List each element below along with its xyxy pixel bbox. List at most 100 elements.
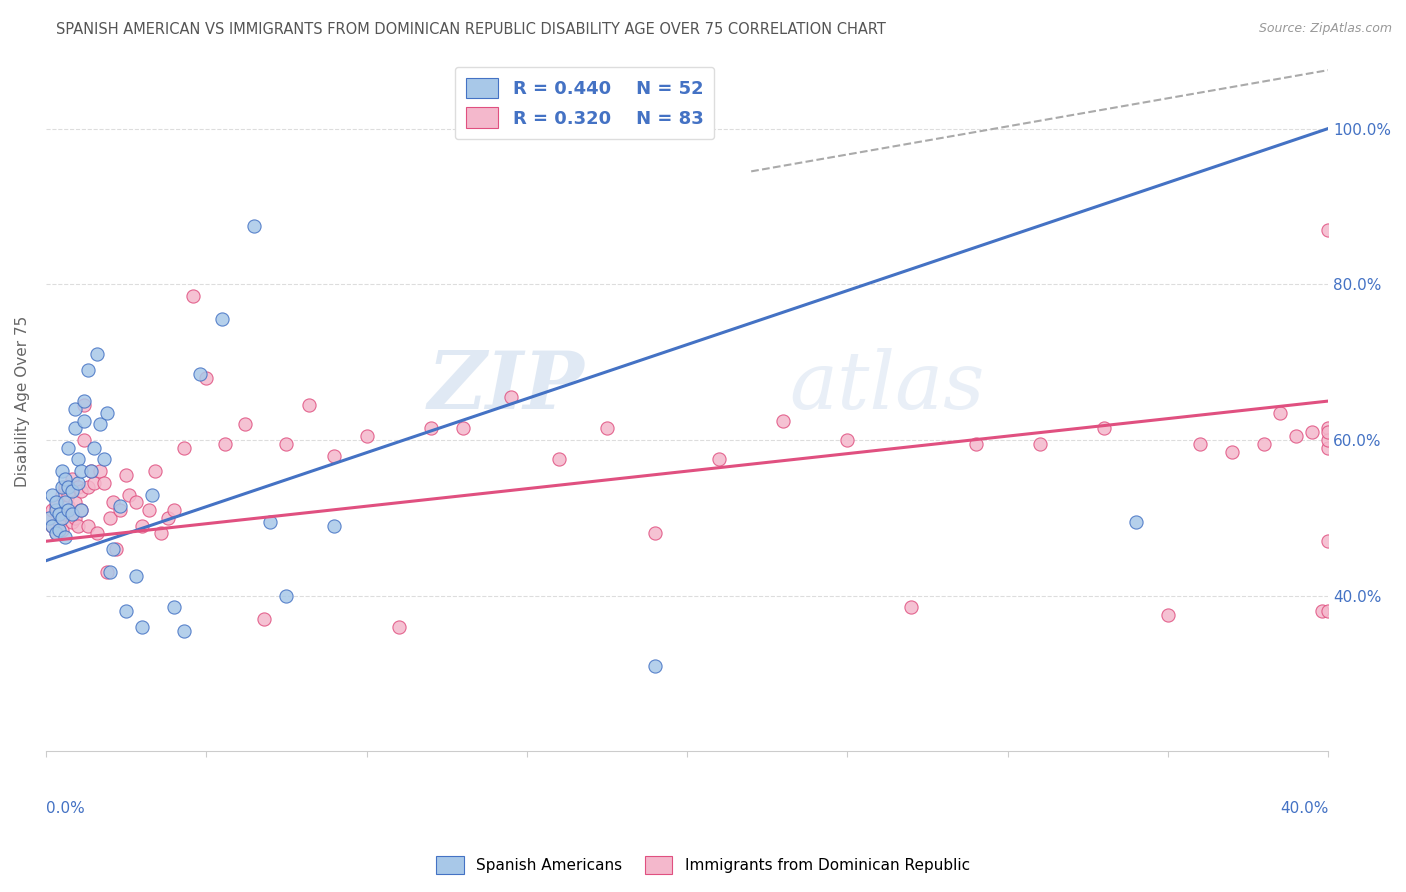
Point: [499, 390, 522, 404]
Point: [48, 523, 70, 537]
Point: [141, 487, 163, 501]
Point: [70, 483, 93, 498]
Point: [76, 518, 98, 533]
Point: [276, 437, 298, 451]
Y-axis label: Disability Age Over 75: Disability Age Over 75: [15, 316, 30, 487]
Point: [131, 518, 153, 533]
Point: [53, 480, 76, 494]
Point: [173, 624, 195, 638]
Point: [45, 495, 67, 509]
Point: [60, 507, 83, 521]
Point: [163, 600, 186, 615]
Point: [63, 495, 86, 509]
Point: [163, 503, 186, 517]
Point: [63, 421, 86, 435]
Point: [53, 507, 76, 521]
Point: [80, 464, 103, 478]
Point: [965, 437, 987, 451]
Point: [183, 289, 205, 303]
Point: [41, 503, 63, 517]
Point: [233, 417, 256, 432]
Point: [1220, 444, 1243, 458]
Point: [86, 347, 108, 361]
Point: [1317, 421, 1340, 435]
Point: [214, 437, 236, 451]
Point: [83, 475, 105, 490]
Point: [108, 503, 131, 517]
Point: [138, 503, 160, 517]
Point: [547, 452, 569, 467]
Point: [89, 417, 111, 432]
Point: [76, 363, 98, 377]
Point: [45, 503, 67, 517]
Point: [58, 503, 80, 517]
Point: [98, 511, 121, 525]
Point: [63, 401, 86, 416]
Point: [108, 499, 131, 513]
Point: [125, 569, 148, 583]
Point: [837, 433, 859, 447]
Point: [115, 468, 138, 483]
Point: [70, 464, 93, 478]
Point: [60, 515, 83, 529]
Point: [60, 483, 83, 498]
Point: [53, 472, 76, 486]
Point: [51, 511, 73, 525]
Point: [48, 515, 70, 529]
Point: [98, 566, 121, 580]
Point: [48, 507, 70, 521]
Point: [93, 475, 115, 490]
Point: [1285, 429, 1308, 443]
Text: 40.0%: 40.0%: [1279, 800, 1329, 815]
Point: [150, 526, 173, 541]
Point: [96, 406, 118, 420]
Point: [58, 499, 80, 513]
Text: 0.0%: 0.0%: [46, 800, 84, 815]
Point: [70, 503, 93, 517]
Point: [45, 499, 67, 513]
Point: [103, 495, 125, 509]
Point: [188, 367, 211, 381]
Point: [73, 413, 96, 427]
Point: [105, 542, 128, 557]
Point: [66, 518, 89, 533]
Point: [1317, 223, 1340, 237]
Point: [1317, 433, 1340, 447]
Point: [53, 495, 76, 509]
Point: [76, 480, 98, 494]
Point: [772, 413, 794, 427]
Point: [51, 480, 73, 494]
Point: [96, 566, 118, 580]
Point: [73, 398, 96, 412]
Point: [73, 433, 96, 447]
Text: ZIP: ZIP: [427, 348, 585, 425]
Point: [276, 589, 298, 603]
Point: [41, 518, 63, 533]
Point: [1157, 608, 1180, 623]
Point: [45, 526, 67, 541]
Point: [58, 480, 80, 494]
Point: [38, 511, 60, 525]
Point: [53, 530, 76, 544]
Legend: R = 0.440    N = 52, R = 0.320    N = 83: R = 0.440 N = 52, R = 0.320 N = 83: [454, 67, 714, 139]
Point: [48, 507, 70, 521]
Point: [45, 526, 67, 541]
Point: [259, 515, 281, 529]
Point: [419, 421, 441, 435]
Point: [1301, 425, 1323, 440]
Point: [323, 449, 346, 463]
Point: [86, 526, 108, 541]
Point: [58, 441, 80, 455]
Point: [115, 604, 138, 618]
Legend: Spanish Americans, Immigrants from Dominican Republic: Spanish Americans, Immigrants from Domin…: [430, 850, 976, 880]
Point: [93, 452, 115, 467]
Point: [1092, 421, 1115, 435]
Point: [66, 475, 89, 490]
Point: [89, 464, 111, 478]
Point: [707, 452, 730, 467]
Point: [900, 600, 922, 615]
Point: [143, 464, 166, 478]
Point: [253, 612, 276, 626]
Point: [131, 620, 153, 634]
Point: [451, 121, 474, 136]
